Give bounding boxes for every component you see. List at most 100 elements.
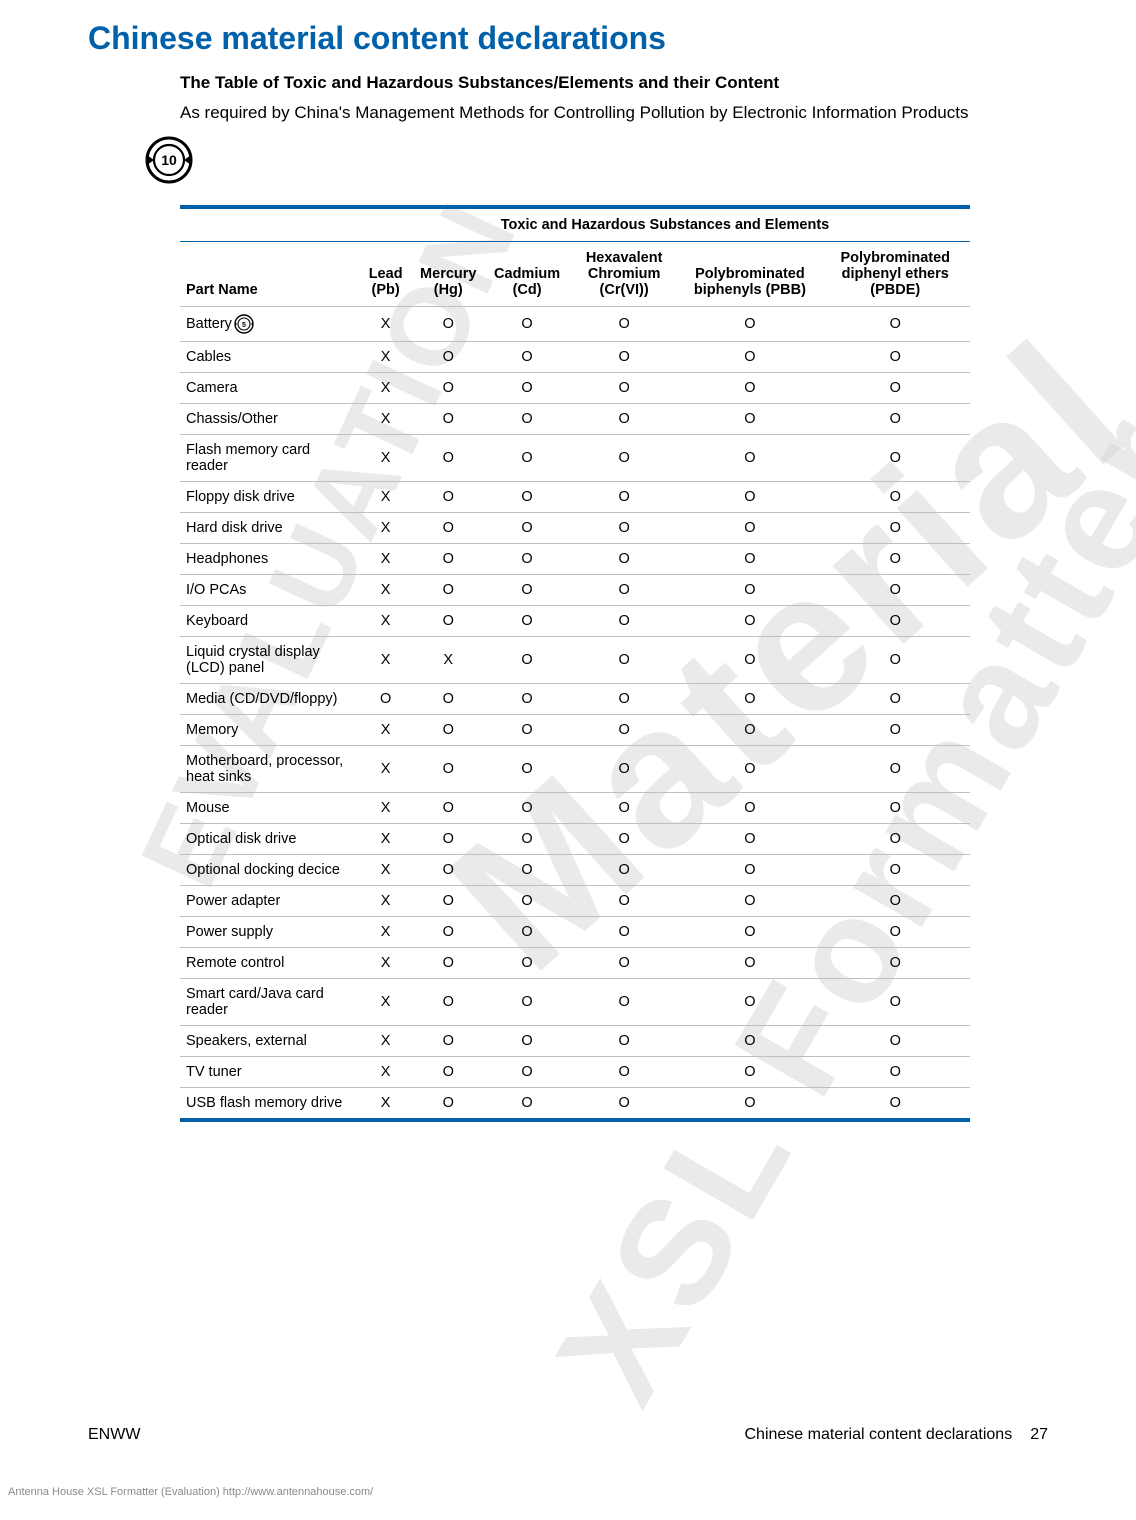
value-cell: O [485, 1057, 569, 1088]
value-cell: O [679, 544, 820, 575]
part-name-cell: Mouse [180, 793, 360, 824]
value-cell: O [485, 482, 569, 513]
value-cell: O [821, 435, 971, 482]
table-row: Remote controlXOOOOO [180, 948, 970, 979]
value-cell: O [679, 637, 820, 684]
value-cell: O [485, 606, 569, 637]
value-cell: O [679, 404, 820, 435]
value-cell: O [679, 684, 820, 715]
value-cell: O [411, 793, 485, 824]
part-name-cell: Power adapter [180, 886, 360, 917]
part-name-cell: Camera [180, 373, 360, 404]
table-row: USB flash memory driveXOOOOO [180, 1088, 970, 1121]
table-row: Battery5XOOOOO [180, 307, 970, 342]
value-cell: O [821, 886, 971, 917]
part-name-cell: Cables [180, 342, 360, 373]
part-name-cell: TV tuner [180, 1057, 360, 1088]
page-footer: ENWW Chinese material content declaratio… [88, 1426, 1048, 1444]
value-cell: X [360, 746, 411, 793]
value-cell: O [411, 307, 485, 342]
value-cell: O [411, 746, 485, 793]
value-cell: O [679, 1026, 820, 1057]
svg-text:5: 5 [242, 322, 246, 329]
value-cell: O [821, 1026, 971, 1057]
value-cell: O [821, 307, 971, 342]
value-cell: O [679, 917, 820, 948]
value-cell: O [569, 917, 679, 948]
table-row: MouseXOOOOO [180, 793, 970, 824]
value-cell: O [679, 746, 820, 793]
value-cell: O [411, 979, 485, 1026]
part-name-cell: Floppy disk drive [180, 482, 360, 513]
value-cell: X [360, 373, 411, 404]
value-cell: X [360, 606, 411, 637]
value-cell: X [360, 482, 411, 513]
epup-number: 10 [161, 152, 177, 168]
value-cell: X [360, 637, 411, 684]
value-cell: X [360, 307, 411, 342]
value-cell: O [821, 373, 971, 404]
page-title: Chinese material content declarations [88, 0, 1048, 65]
value-cell: O [485, 948, 569, 979]
value-cell: O [821, 948, 971, 979]
value-cell: O [411, 435, 485, 482]
value-cell: O [679, 824, 820, 855]
value-cell: O [411, 886, 485, 917]
value-cell: O [821, 482, 971, 513]
value-cell: O [411, 1088, 485, 1121]
value-cell: O [569, 793, 679, 824]
value-cell: O [411, 715, 485, 746]
formatter-note: Antenna House XSL Formatter (Evaluation)… [8, 1486, 373, 1498]
value-cell: O [485, 824, 569, 855]
value-cell: X [360, 1026, 411, 1057]
value-cell: X [360, 1088, 411, 1121]
part-name-cell: Hard disk drive [180, 513, 360, 544]
value-cell: O [821, 342, 971, 373]
value-cell: O [569, 575, 679, 606]
epup-icon: 10 [144, 135, 194, 185]
table-row: Hard disk driveXOOOOO [180, 513, 970, 544]
value-cell: O [679, 482, 820, 513]
value-cell: O [679, 948, 820, 979]
value-cell: X [360, 342, 411, 373]
col-lead: Lead (Pb) [360, 242, 411, 307]
value-cell: O [679, 435, 820, 482]
value-cell: X [360, 513, 411, 544]
value-cell: O [569, 404, 679, 435]
value-cell: O [821, 793, 971, 824]
value-cell: O [569, 435, 679, 482]
value-cell: O [679, 1088, 820, 1121]
value-cell: O [569, 979, 679, 1026]
value-cell: O [569, 482, 679, 513]
value-cell: O [679, 342, 820, 373]
description: As required by China's Management Method… [88, 103, 1048, 129]
table-row: CameraXOOOOO [180, 373, 970, 404]
value-cell: O [411, 824, 485, 855]
value-cell: O [569, 684, 679, 715]
value-cell: O [411, 1057, 485, 1088]
value-cell: O [569, 746, 679, 793]
part-name-cell: Speakers, external [180, 1026, 360, 1057]
value-cell: O [569, 855, 679, 886]
value-cell: O [679, 793, 820, 824]
value-cell: O [485, 917, 569, 948]
value-cell: O [569, 342, 679, 373]
value-cell: O [485, 575, 569, 606]
table-row: Flash memory card readerXOOOOO [180, 435, 970, 482]
part-name-cell: Flash memory card reader [180, 435, 360, 482]
value-cell: O [411, 404, 485, 435]
value-cell: O [411, 917, 485, 948]
value-cell: O [411, 342, 485, 373]
value-cell: O [411, 606, 485, 637]
value-cell: O [569, 606, 679, 637]
col-blank [180, 207, 360, 242]
value-cell: X [360, 948, 411, 979]
part-name-cell: I/O PCAs [180, 575, 360, 606]
value-cell: O [679, 979, 820, 1026]
value-cell: O [485, 513, 569, 544]
value-cell: X [360, 575, 411, 606]
col-mercury: Mercury (Hg) [411, 242, 485, 307]
table-row: Smart card/Java card readerXOOOOO [180, 979, 970, 1026]
value-cell: O [411, 948, 485, 979]
table-row: TV tunerXOOOOO [180, 1057, 970, 1088]
